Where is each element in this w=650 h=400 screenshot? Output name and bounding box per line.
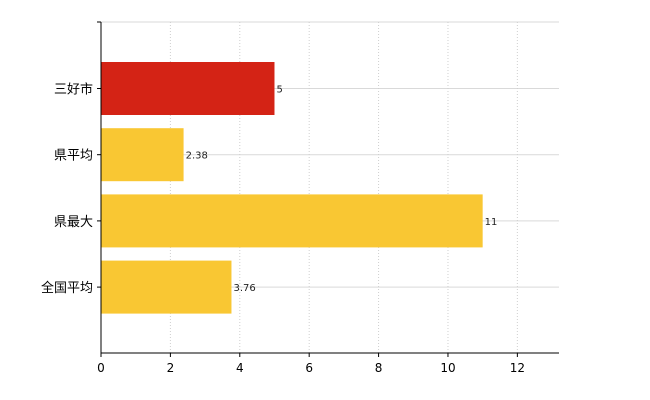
bar (101, 194, 483, 248)
category-label: 県最大 (54, 215, 93, 230)
data-label: 11 (485, 217, 498, 228)
x-tick-label: 0 (97, 361, 105, 375)
category-label: 三好市 (54, 82, 93, 98)
bar (101, 62, 275, 115)
x-tick-label: 12 (510, 361, 525, 375)
x-tick-label: 6 (305, 361, 313, 375)
x-tick-label: 2 (167, 361, 175, 375)
x-tick-label: 8 (375, 361, 383, 375)
data-label: 2.38 (186, 151, 208, 162)
data-label: 3.76 (233, 283, 255, 294)
labels: 5 三好市 2.38 県平均 11 県最大 3.76 全国平均 0 2 4 6 8 10 12 (41, 82, 525, 376)
bars (101, 62, 483, 314)
x-tick-label: 4 (236, 361, 244, 375)
axes (97, 21, 559, 357)
data-label: 5 (276, 85, 282, 96)
category-label: 県平均 (54, 149, 93, 164)
x-tick-label: 10 (440, 361, 455, 375)
bar (101, 260, 232, 314)
bar (101, 128, 184, 182)
category-label: 全国平均 (41, 280, 93, 296)
